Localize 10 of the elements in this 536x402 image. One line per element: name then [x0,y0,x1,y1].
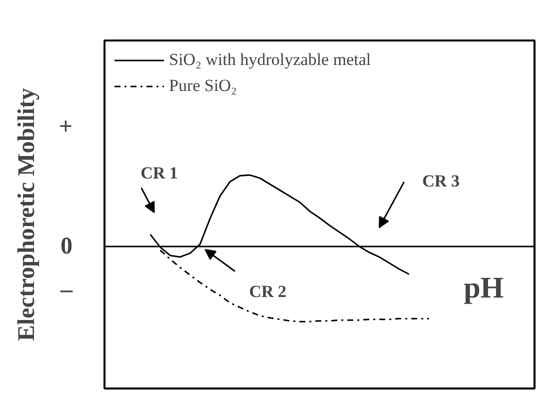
y-axis-title: Electrophoretic Mobility [14,88,40,342]
annotation: CR 3 [422,172,460,191]
legend-label: Pure SiO₂ [169,76,237,96]
legend-label: SiO₂ with hydrolyzable metal [169,50,371,70]
text: 0 [60,233,72,260]
annotation: CR 1 [140,163,178,182]
x-axis-title: pH [464,271,504,304]
annotation: CR 2 [249,282,286,302]
text: + [58,114,73,140]
text: – [60,277,74,304]
